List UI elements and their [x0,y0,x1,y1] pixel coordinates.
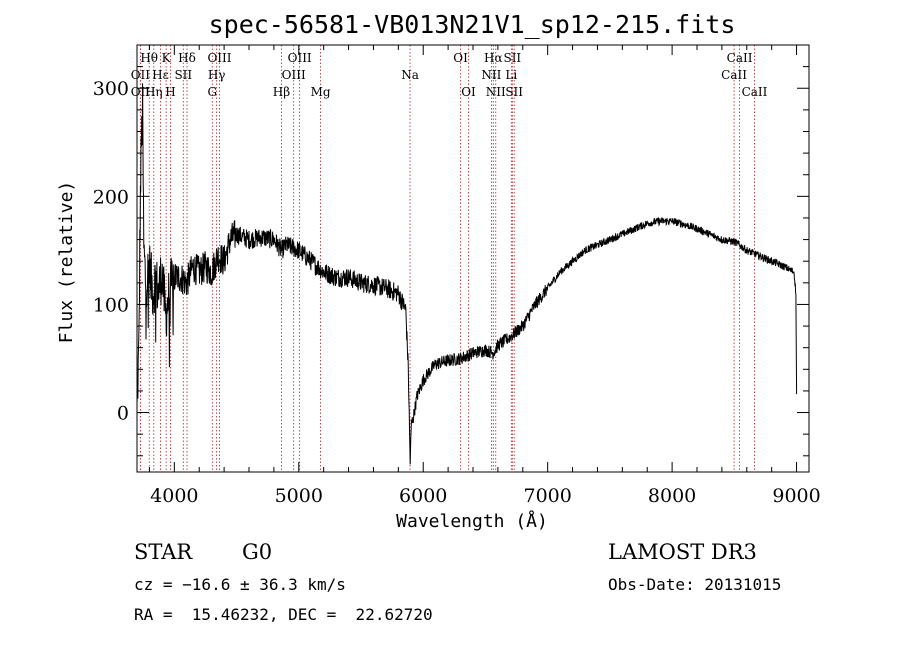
plot-frame [136,44,810,473]
line-label: H [165,85,175,99]
line-label: Hε [152,68,169,82]
x-axis-label: Wavelength (Å) [396,510,548,532]
line-label: G [207,85,217,99]
emission-line-markers [139,45,755,472]
line-label: NII [486,85,506,99]
line-label: Hγ [208,68,226,82]
line-label: NII [481,68,501,82]
line-label: Hβ [273,85,290,99]
spectral-subclass: G0 [242,540,273,564]
y-tick-label: 300 [93,78,129,100]
line-label: SII [505,85,523,99]
line-label: OI [453,51,468,65]
spectrum-line [136,83,798,465]
line-label: Hδ [178,51,196,65]
line-label: CaII [742,85,768,99]
object-class: STAR [134,540,193,564]
x-tick-label: 6000 [399,485,447,507]
line-label: CaII [721,68,747,82]
chart-title: spec-56581-VB013N21V1_sp12-215.fits [209,10,736,39]
line-label: K [162,51,172,65]
x-tick-label: 5000 [275,485,323,507]
y-axis: 0 100 200 300 [93,44,809,457]
line-label: Hη [145,85,163,99]
emission-line-labels: HθOIIOIIHηHεKHSIIHδGHγOIIIHβOIIIOIIIMgNa… [131,51,768,99]
line-label: Hθ [140,51,158,65]
line-label: OIII [282,68,306,82]
line-label: OII [131,68,151,82]
line-label: CaII [727,51,753,65]
x-tick-label: 9000 [772,485,820,507]
y-tick-label: 200 [93,186,129,208]
x-axis: 4000 5000 6000 7000 8000 9000 [148,45,821,507]
y-tick-label: 100 [93,294,129,316]
line-label: Mg [311,85,331,99]
line-label: Na [401,68,419,82]
spectrum-series [136,83,798,465]
line-label: OIII [288,51,312,65]
line-label: SII [174,68,192,82]
observation-date: Obs-Date: 20131015 [608,575,782,594]
line-label: SII [503,51,521,65]
line-label: OI [461,85,476,99]
x-tick-label: 8000 [648,485,696,507]
redshift-readout: cz = −16.6 ± 36.3 km/s [134,575,346,594]
y-axis-label: Flux (relative) [56,181,77,344]
coordinates-readout: RA = 15.46232, DEC = 22.62720 [134,605,433,624]
y-tick-label: 0 [117,403,129,425]
survey-name: LAMOST DR3 [608,540,757,564]
line-label: OIII [207,51,231,65]
line-label: Li [505,68,517,82]
x-tick-label: 4000 [150,485,198,507]
line-label: Hα [484,51,503,65]
x-tick-label: 7000 [523,485,571,507]
